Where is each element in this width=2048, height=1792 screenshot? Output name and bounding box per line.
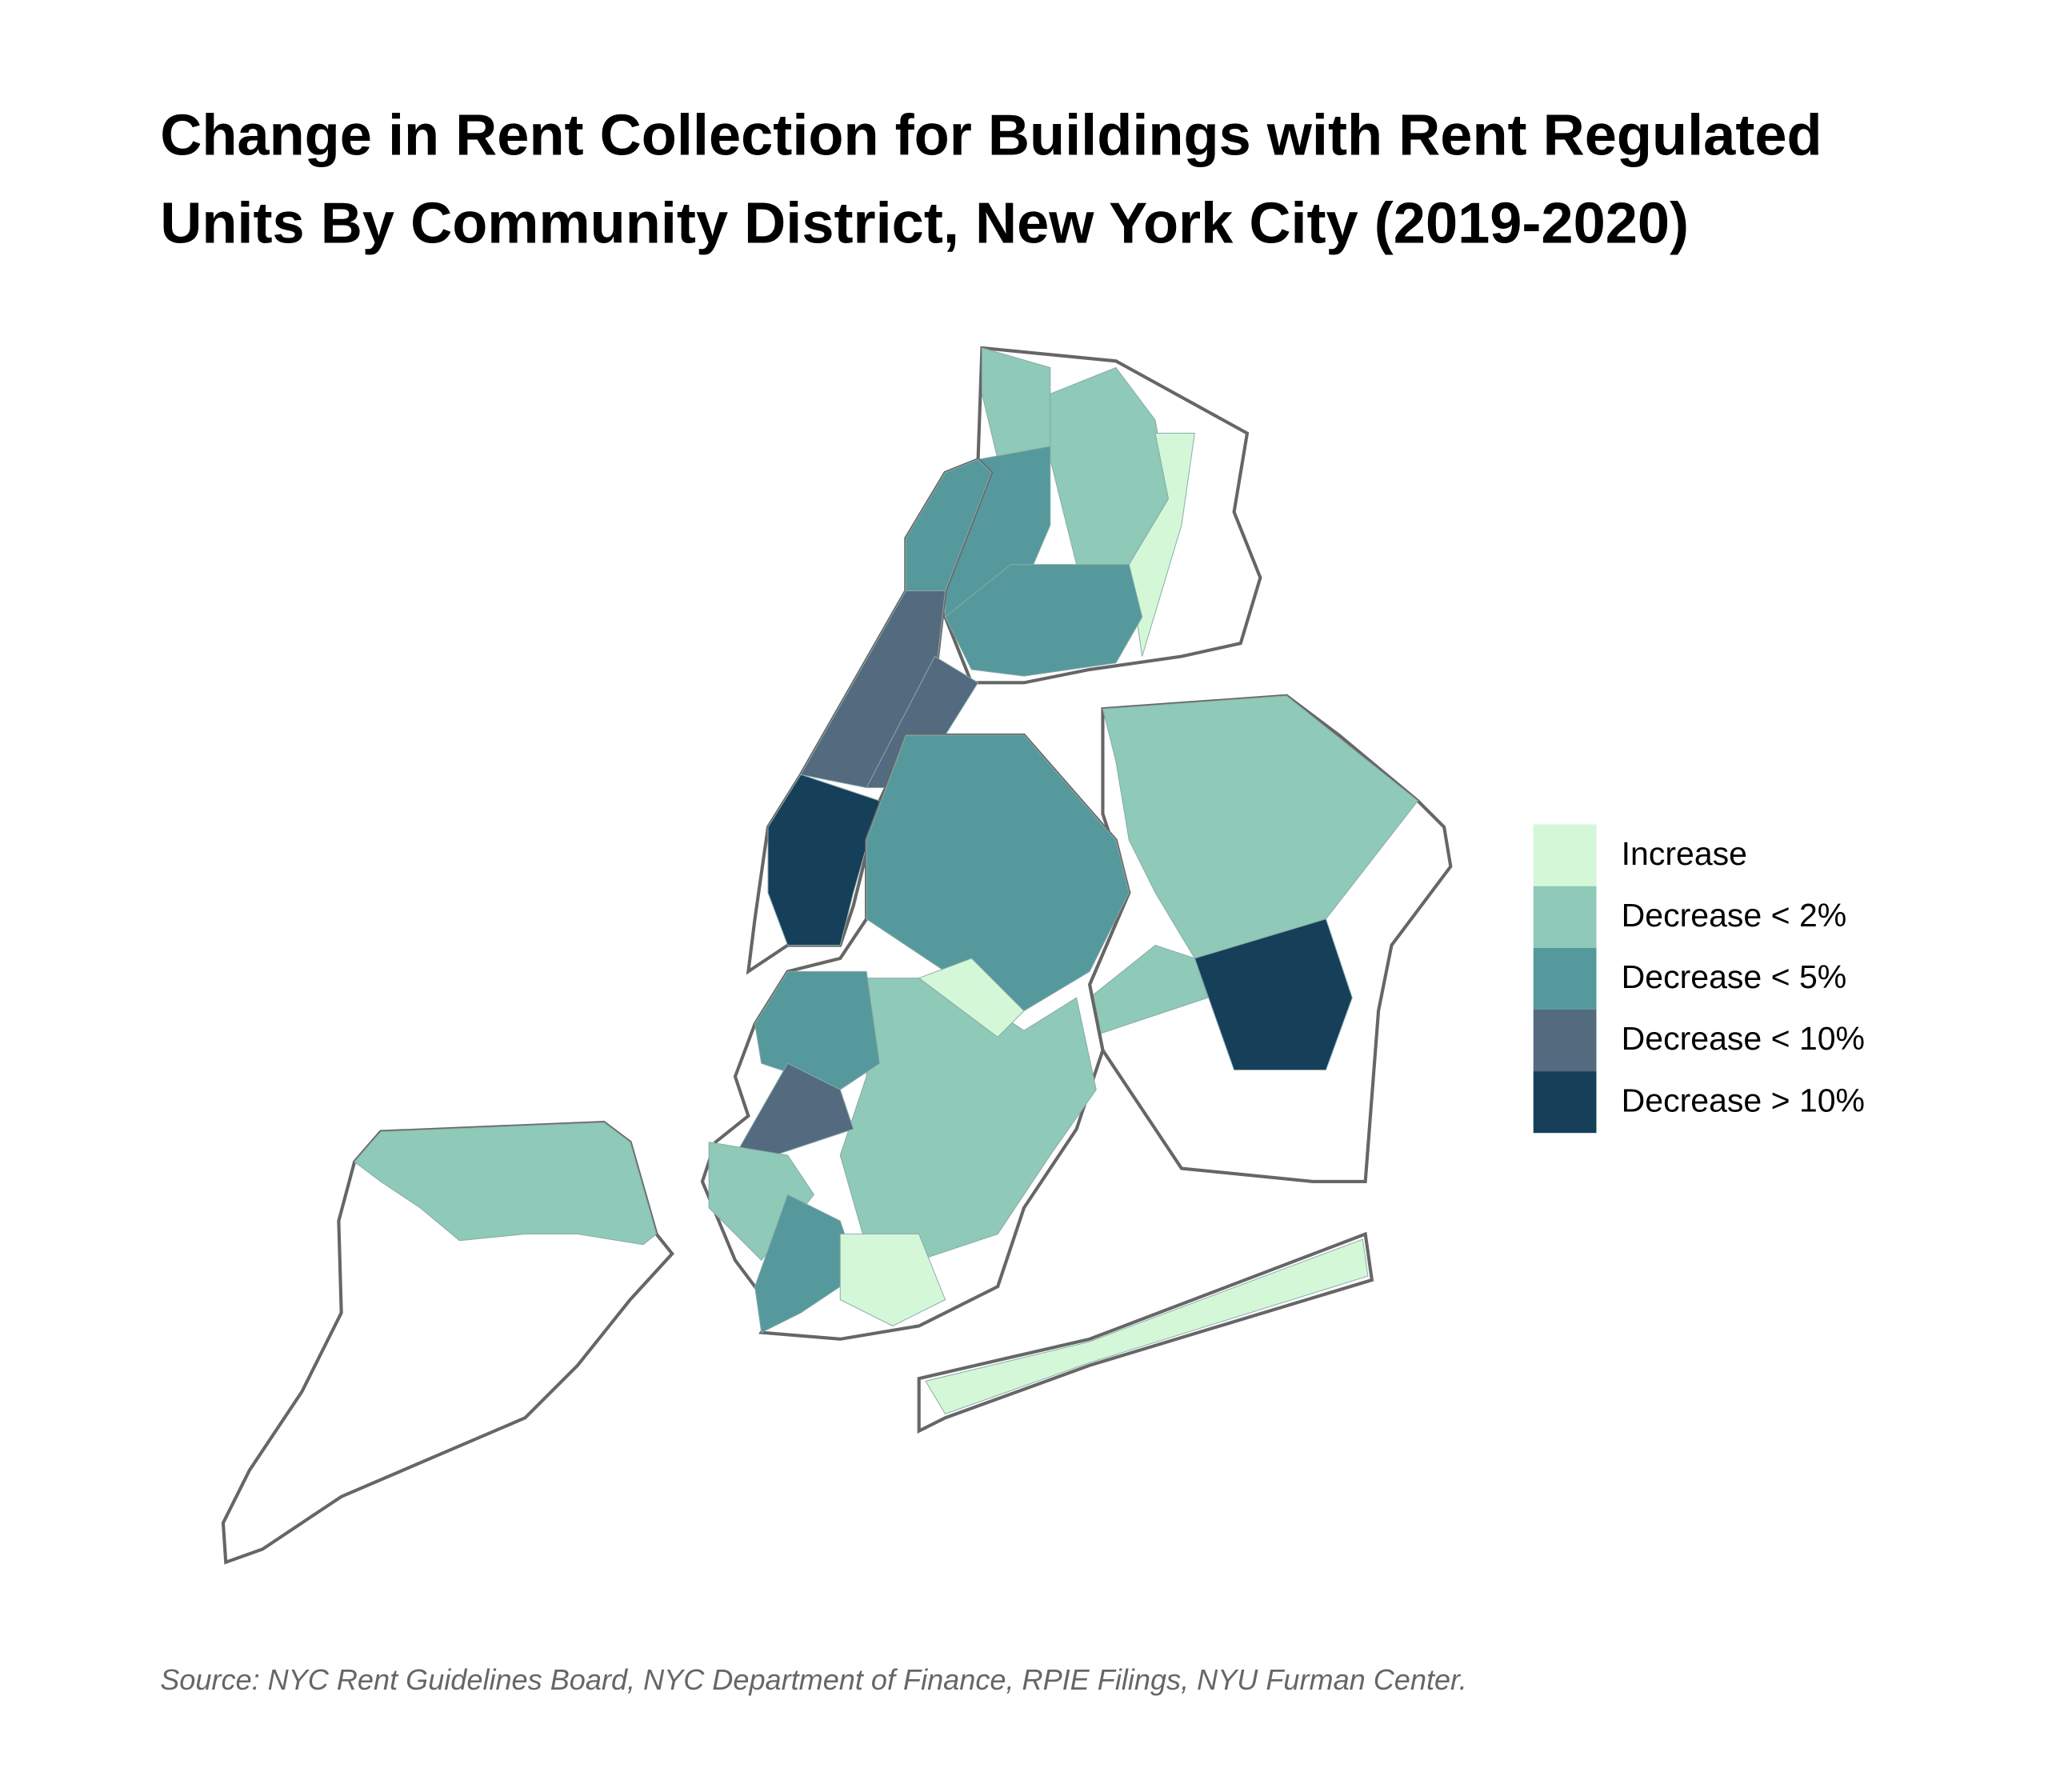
legend-label: Increase xyxy=(1622,835,1747,872)
legend-swatch xyxy=(1533,947,1597,1010)
district-region xyxy=(767,774,881,946)
legend-label: Decrease < 10% xyxy=(1622,1020,1865,1057)
district-region xyxy=(866,734,1130,1012)
legend-label: Decrease < 2% xyxy=(1622,897,1847,934)
district-region xyxy=(839,1234,946,1326)
district-region xyxy=(839,978,1097,1261)
legend-swatch xyxy=(1533,1071,1597,1134)
source-note: Source: NYC Rent Guidelines Board, NYC D… xyxy=(160,1663,1467,1696)
title-line: Units By Community District, New York Ci… xyxy=(160,192,1689,256)
district-region xyxy=(925,1238,1369,1414)
legend-label: Decrease < 5% xyxy=(1622,958,1847,995)
map xyxy=(221,346,1453,1565)
legend-swatch xyxy=(1533,886,1597,948)
title-line: Change in Rent Collection for Buildings … xyxy=(160,104,1822,168)
district-region xyxy=(1128,433,1195,657)
legend-swatch xyxy=(1533,824,1597,886)
district-region xyxy=(754,1194,854,1334)
district-region xyxy=(918,958,1025,1038)
district-region xyxy=(1194,918,1353,1070)
legend-swatch xyxy=(1533,1009,1597,1072)
legend: Increase Decrease < 2% Decrease < 5% Decrea… xyxy=(1533,824,1865,1134)
district-region xyxy=(354,1122,658,1246)
district-region xyxy=(944,564,1143,677)
legend-label: Decrease > 10% xyxy=(1622,1082,1865,1118)
